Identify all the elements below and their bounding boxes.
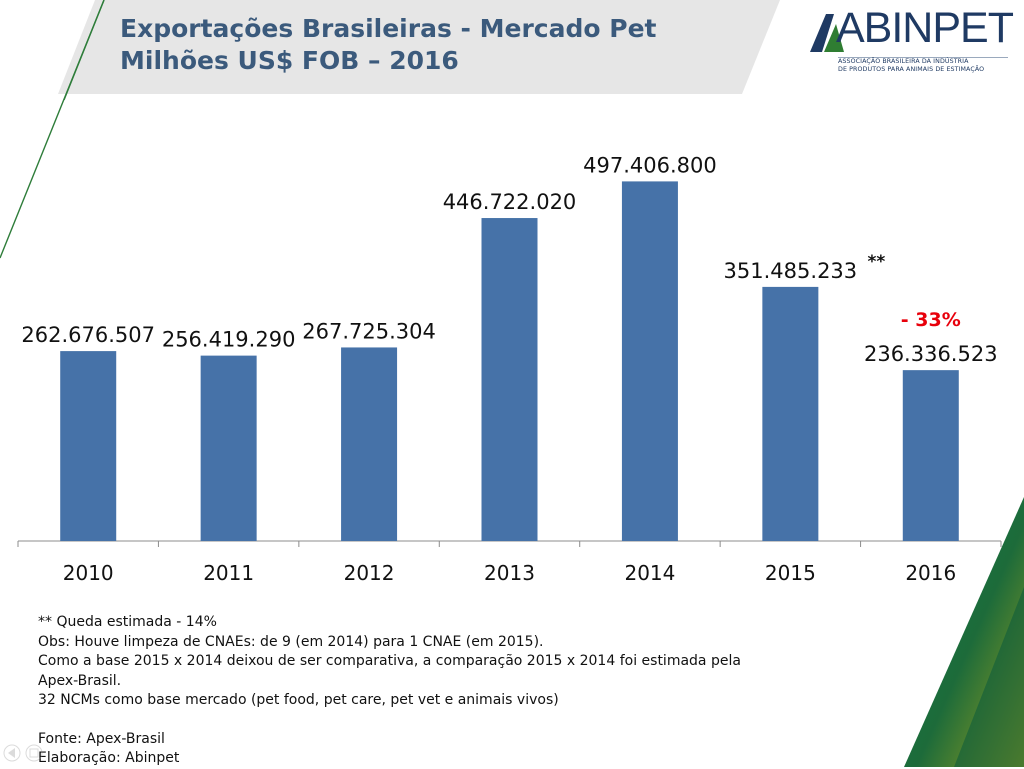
logo-divider (838, 57, 1008, 58)
note-line: ** Queda estimada - 14% (38, 614, 217, 630)
bar (481, 218, 538, 542)
x-tick-label: 2012 (344, 561, 395, 585)
logo-subtitle-line2: DE PRODUTOS PARA ANIMAIS DE ESTIMAÇÃO (838, 66, 985, 73)
x-tick-label: 2011 (203, 561, 254, 585)
source-line: Fonte: Apex-Brasil (38, 730, 165, 747)
note-line: 32 NCMs como base mercado (pet food, pet… (38, 692, 559, 708)
data-label: 236.336.523 (864, 342, 998, 366)
bar (60, 351, 117, 541)
bar (621, 181, 678, 541)
page-title-line1: Exportações Brasileiras - Mercado Pet (120, 14, 657, 43)
x-tick-label: 2014 (624, 561, 675, 585)
accent-line (0, 0, 105, 259)
data-label: 351.485.233 (724, 259, 858, 283)
x-tick-label: 2013 (484, 561, 535, 585)
x-tick-label: 2010 (63, 561, 114, 585)
bar (902, 370, 959, 541)
elaboration-line: Elaboração: Abinpet (38, 750, 180, 766)
bar (762, 286, 819, 541)
footnotes: ** Queda estimada - 14% Obs: Houve limpe… (38, 613, 741, 769)
data-label: 256.419.290 (162, 328, 296, 352)
note-line: Obs: Houve limpeza de CNAEs: de 9 (em 20… (38, 633, 544, 650)
bar (341, 347, 398, 541)
note-line: Como a base 2015 x 2014 deixou de ser co… (38, 653, 741, 669)
logo-subtitle-line1: ASSOCIAÇÃO BRASILEIRA DA INDÚSTRIA (838, 58, 969, 65)
annotation-asterisks: ** (867, 252, 885, 272)
page-title-line2: Milhões US$ FOB – 2016 (120, 46, 459, 75)
abinpet-logo: ABINPET ASSOCIAÇÃO BRASILEIRA DA INDÚSTR… (808, 4, 1014, 74)
data-label: 267.725.304 (302, 319, 436, 343)
x-tick-label: 2016 (905, 561, 956, 585)
slide-nav-controls[interactable] (2, 741, 92, 765)
data-label: 446.722.020 (443, 190, 577, 214)
annotation-decline: - 33% (901, 309, 961, 331)
bar (200, 355, 257, 541)
corner-decoration (904, 497, 1024, 767)
logo-a-icon (810, 14, 844, 52)
note-line: Apex-Brasil. (38, 672, 122, 689)
data-label: 262.676.507 (21, 323, 155, 347)
x-tick-label: 2015 (765, 561, 816, 585)
logo-wordmark: ABINPET (836, 4, 1014, 52)
data-label: 497.406.800 (583, 153, 717, 177)
